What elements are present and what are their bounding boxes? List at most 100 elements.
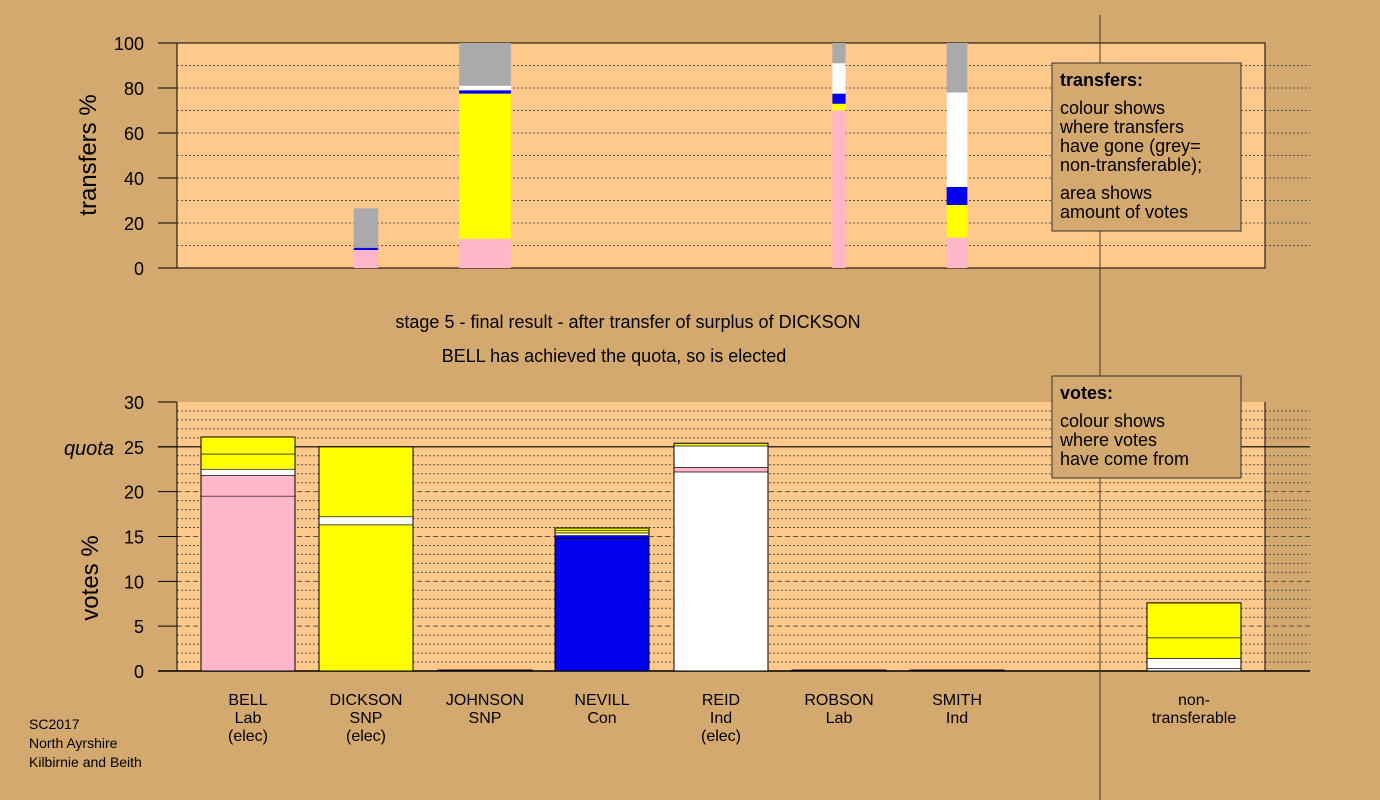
transfers-y-axis: 0 20 40 60 80 100 [114,34,177,279]
vote-bar-outline [200,436,296,672]
vote-segment [200,475,296,497]
candidate-label-line: Ind [710,710,732,727]
transfer-segment [459,85,511,91]
candidate-label-line: (elec) [346,728,386,745]
y-tick-label: 40 [124,169,144,189]
transfer-segment [832,63,846,94]
candidate-label-line: ROBSON [804,692,873,709]
votes-legend-line: have come from [1060,449,1189,469]
footer-council: North Ayrshire [29,735,118,751]
y-tick-label: 5 [134,617,144,637]
transfer-segment [353,208,379,248]
vote-segment [1146,637,1242,659]
y-tick-label: 25 [124,438,144,458]
vote-segment [200,495,296,672]
candidate-label-line: Ind [946,710,968,727]
transfer-segment [946,187,968,205]
y-tick-label: 15 [124,528,144,548]
transfer-segment [459,238,511,268]
candidate-label-line: REID [702,692,740,709]
candidate-label-line: Lab [826,710,853,727]
vote-bar-outline [791,669,887,672]
transfer-segment [946,92,968,187]
transfers-bars [353,43,968,268]
transfer-segment [946,43,968,93]
candidate-label-line: SMITH [932,692,982,709]
stage-title: stage 5 - final result - after transfer … [395,312,860,332]
candidate-label-line: transferable [1152,710,1237,727]
transfer-segment [459,43,511,86]
candidate-label-line: DICKSON [330,692,403,709]
vote-segment [673,445,769,468]
votes-plot: 0 5 10 15 20 25 30 quota votes % [64,393,1310,682]
vote-segment [554,529,650,534]
y-tick-label: 20 [124,483,144,503]
stage-subtitle: BELL has achieved the quota, so is elect… [442,346,787,366]
candidate-label-line: non- [1178,692,1210,709]
transfer-segment [353,250,379,268]
vote-segment [200,468,296,476]
y-tick-label: 60 [124,124,144,144]
y-tick-label: 100 [114,34,144,54]
y-tick-label: 20 [124,214,144,234]
votes-legend-line: where votes [1059,430,1157,450]
vote-segment [554,537,650,672]
candidate-label-line: BELL [228,692,267,709]
transfers-legend-heading: transfers: [1060,70,1143,90]
vote-bar-outline [673,442,769,672]
votes-legend-box [1051,375,1242,479]
transfer-segment [946,237,968,268]
vote-bar-outline [318,446,414,672]
vote-segment [1146,658,1242,669]
candidate-label-line: Con [587,710,616,727]
footer-election: SC2017 [29,716,80,732]
votes-legend-line: colour shows [1060,411,1165,431]
votes-legend: votes: colour shows where votes have com… [1051,375,1242,479]
vote-segment [673,471,769,672]
vote-segment [1146,602,1242,639]
y-tick-label: 30 [124,393,144,413]
vote-segment [318,524,414,672]
transfers-legend-line: have gone (grey= [1060,136,1201,156]
candidate-label-line: (elec) [228,728,268,745]
vote-bar-outline [909,669,1005,672]
transfer-segment [459,93,511,239]
candidate-label-line: SNP [350,710,383,727]
vote-segment [318,516,414,526]
vote-bar-outline [554,527,650,672]
transfer-segment [832,93,846,104]
transfer-segment [832,103,846,111]
footer: SC2017 North Ayrshire Kilbirnie and Beit… [29,716,142,770]
transfer-segment [459,90,511,94]
votes-y-axis-label: votes % [77,535,104,620]
y-tick-label: 80 [124,79,144,99]
candidate-label-line: (elec) [701,728,741,745]
transfer-segment [946,205,968,238]
vote-bar-outline [1146,602,1242,672]
transfers-y-axis-label: transfers % [75,94,102,215]
vote-segment [200,453,296,470]
transfers-legend-line: area shows [1060,183,1152,203]
candidate-label-line: Lab [235,710,262,727]
vote-segment [318,446,414,518]
vote-segment [554,535,650,539]
votes-y-axis: 0 5 10 15 20 25 30 [124,393,177,682]
candidate-labels: BELLLab(elec)DICKSONSNP(elec)JOHNSONSNPN… [228,692,1236,745]
transfers-legend-box [1051,62,1242,232]
candidate-label-line: SNP [469,710,502,727]
transfers-legend-line: colour shows [1060,98,1165,118]
transfers-legend-line: amount of votes [1060,202,1188,222]
quota-label: quota [64,438,114,460]
transfers-legend-line: where transfers [1059,117,1184,137]
y-tick-label: 0 [134,259,144,279]
votes-bars [200,436,1242,672]
votes-legend-heading: votes: [1060,383,1113,403]
vote-segment [673,467,769,473]
transfer-segment [832,110,846,268]
footer-ward: Kilbirnie and Beith [29,754,142,770]
vote-segment [200,436,296,455]
candidate-label-line: JOHNSON [446,692,524,709]
transfers-legend: transfers: colour shows where transfers … [1051,62,1242,232]
candidate-label-line: NEVILL [574,692,629,709]
